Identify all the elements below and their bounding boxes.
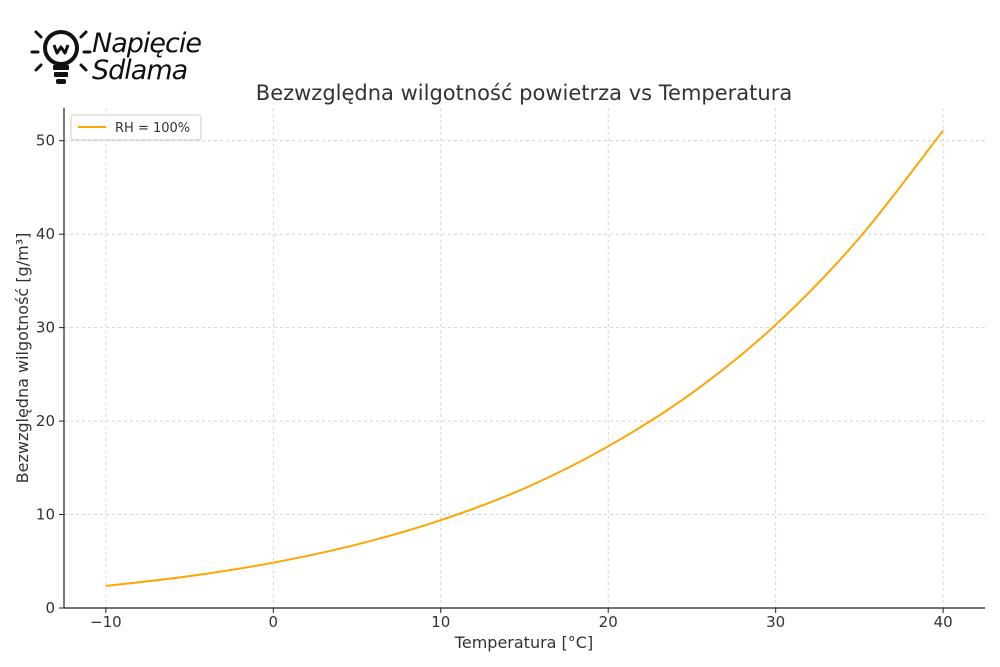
series-layer: [105, 129, 944, 587]
x-axis-label: Temperatura [°C]: [454, 633, 593, 652]
y-tick-label: 0: [45, 599, 55, 617]
chart-title: Bezwzględna wilgotność powietrza vs Temp…: [256, 81, 792, 105]
logo-line-2: Sdlama: [92, 55, 188, 86]
axes: [63, 108, 985, 609]
grid: [64, 108, 985, 609]
y-tick-label: 10: [36, 506, 55, 524]
lightbulb-icon: [30, 30, 92, 84]
x-tick-label: 30: [766, 613, 785, 631]
y-tick-label: 40: [36, 225, 55, 243]
logo-line-1: Napięcie: [92, 28, 202, 59]
y-axis-label: Bezwzględna wilgotność [g/m³]: [13, 233, 32, 484]
x-tick-label: 20: [599, 613, 618, 631]
ticks: −10 0 10 20 30 40 0 10 20 30 40 50: [36, 132, 953, 631]
series-line: [105, 129, 944, 587]
x-tick-label: 40: [934, 613, 953, 631]
legend-box: [70, 114, 202, 141]
y-tick-label: 20: [36, 412, 55, 430]
x-tick-label: −10: [90, 613, 122, 631]
y-tick-label: 30: [36, 319, 55, 337]
x-tick-label: 0: [269, 613, 279, 631]
logo: Napięcie Sdlama: [30, 26, 210, 90]
legend-label: RH = 100%: [115, 121, 190, 136]
x-tick-label: 10: [431, 613, 450, 631]
legend: RH = 100%: [70, 114, 202, 141]
logo-text: Napięcie Sdlama: [92, 28, 202, 86]
y-tick-label: 50: [36, 132, 55, 150]
